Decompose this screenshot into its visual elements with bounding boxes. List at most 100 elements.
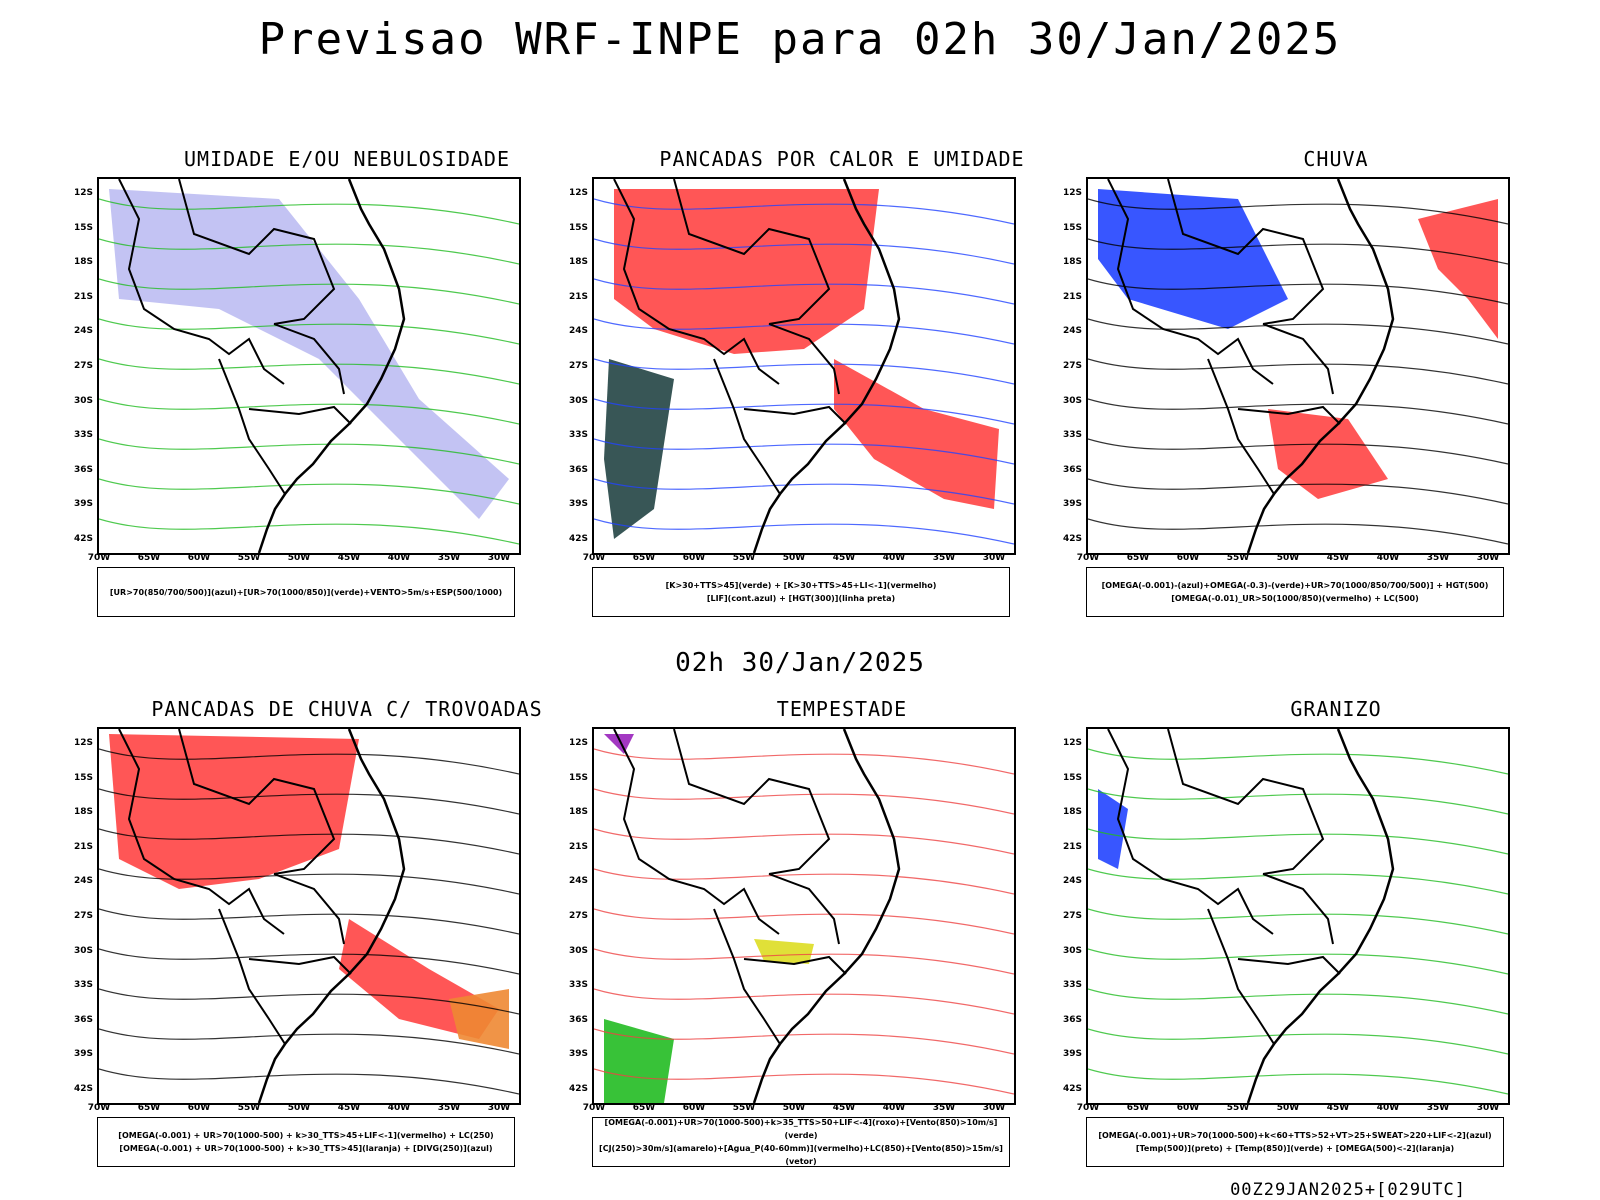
latitude-tick-label: 39S <box>73 499 93 510</box>
longitude-tick-label: 40W <box>387 1103 411 1113</box>
longitude-tick-label: 65W <box>632 553 656 563</box>
longitude-tick-label: 40W <box>882 1103 906 1113</box>
longitude-tick-label: 30W <box>1476 1103 1500 1113</box>
latitude-labels: 12S 15S 18S 21S 24S 27S 30S 33S 36S 39S 42S <box>1058 727 1084 1101</box>
longitude-tick-label: 30W <box>487 1103 511 1113</box>
longitude-tick-label: 70W <box>582 1103 606 1113</box>
coastline <box>752 179 901 553</box>
longitude-tick-label: 70W <box>582 553 606 563</box>
country-border <box>768 323 840 395</box>
longitude-labels: 70W 65W 60W 55W 50W 45W 40W 35W 30W <box>583 1103 1016 1115</box>
forecast-field-area <box>449 989 509 1049</box>
latitude-labels: 12S 15S 18S 21S 24S 27S 30S 33S 36S 39S 42S <box>69 727 95 1101</box>
country-border <box>178 179 336 325</box>
country-border <box>118 179 285 385</box>
coastline <box>257 179 406 553</box>
longitude-tick-label: 65W <box>1126 1103 1150 1113</box>
legend-line: [Temp(500)](preto) + [Temp(850)](verde) … <box>1135 1144 1455 1153</box>
contour-line <box>594 948 1014 975</box>
latitude-tick-label: 18S <box>73 257 93 268</box>
latitude-tick-label: 30S <box>568 395 588 406</box>
country-border <box>1237 405 1341 425</box>
latitude-tick-label: 30S <box>1062 395 1082 406</box>
longitude-tick-label: 30W <box>982 1103 1006 1113</box>
longitude-tick-label: 45W <box>832 553 856 563</box>
latitude-tick-label: 33S <box>73 980 93 991</box>
longitude-tick-label: 55W <box>237 1103 261 1113</box>
contour-line <box>1088 438 1508 465</box>
coastline <box>1246 729 1395 1103</box>
latitude-tick-label: 27S <box>1062 361 1082 371</box>
latitude-tick-label: 15S <box>568 222 588 233</box>
longitude-tick-label: 55W <box>237 553 261 563</box>
longitude-tick-label: 65W <box>137 1103 161 1113</box>
contour-line <box>594 828 1014 855</box>
country-border <box>673 729 831 875</box>
contour-line <box>594 908 1014 935</box>
contour-line <box>594 438 1014 465</box>
longitude-tick-label: 35W <box>932 1103 956 1113</box>
country-border <box>248 405 352 425</box>
contour-line <box>594 1028 1014 1055</box>
latitude-tick-label: 18S <box>73 807 93 818</box>
legend-line: [CJ(250)>30m/s](amarelo)+[Agua_P(40-60mm… <box>599 1144 1003 1166</box>
longitude-tick-label: 55W <box>732 1103 756 1113</box>
contour-line <box>594 318 1014 345</box>
contour-line <box>1088 988 1508 1015</box>
latitude-tick-label: 36S <box>568 1014 588 1025</box>
longitude-tick-label: 70W <box>87 553 111 563</box>
coastline <box>752 729 901 1103</box>
latitude-tick-label: 21S <box>568 291 588 302</box>
latitude-tick-label: 15S <box>73 772 93 783</box>
country-border <box>273 873 345 945</box>
longitude-tick-label: 45W <box>337 1103 361 1113</box>
latitude-labels: 12S 15S 18S 21S 24S 27S 30S 33S 36S 39S 42S <box>69 177 95 551</box>
legend-line: [K>30+TTS>45](verde) + [K>30+TTS>45+LI<-… <box>665 581 937 590</box>
panel-title: TEMPESTADE <box>776 697 908 721</box>
valid-time-label: 02h 30/Jan/2025 <box>675 648 925 678</box>
latitude-tick-label: 27S <box>73 911 93 921</box>
contour-line <box>594 748 1014 775</box>
contour-line <box>99 788 519 815</box>
contour-line <box>99 868 519 895</box>
longitude-tick-label: 50W <box>782 553 806 563</box>
latitude-tick-label: 18S <box>568 807 588 818</box>
country-border <box>1167 179 1325 325</box>
contour-line <box>594 518 1014 545</box>
contour-line <box>99 1068 519 1095</box>
longitude-tick-label: 40W <box>1376 1103 1400 1113</box>
longitude-tick-label: 65W <box>137 553 161 563</box>
forecast-field-area <box>1098 789 1128 869</box>
longitude-tick-label: 40W <box>882 553 906 563</box>
latitude-tick-label: 30S <box>568 945 588 956</box>
contour-line <box>1088 358 1508 385</box>
longitude-tick-label: 60W <box>1176 1103 1200 1113</box>
country-border <box>1207 358 1275 495</box>
contour-line <box>1088 478 1508 505</box>
latitude-tick-label: 24S <box>1062 876 1082 887</box>
panel-title: CHUVA <box>1303 147 1369 171</box>
latitude-labels: 12S 15S 18S 21S 24S 27S 30S 33S 36S 39S 42S <box>564 177 590 551</box>
latitude-tick-label: 39S <box>568 1049 588 1060</box>
contour-line <box>99 988 519 1015</box>
latitude-tick-label: 36S <box>568 464 588 475</box>
longitude-tick-label: 30W <box>982 553 1006 563</box>
forecast-field-area <box>614 189 879 354</box>
longitude-labels: 70W 65W 60W 55W 50W 45W 40W 35W 30W <box>1077 553 1510 565</box>
longitude-tick-label: 35W <box>1426 1103 1450 1113</box>
forecast-map <box>592 727 1016 1105</box>
contour-line <box>99 1028 519 1055</box>
longitude-tick-label: 45W <box>1326 553 1350 563</box>
latitude-tick-label: 24S <box>568 876 588 887</box>
panel-title: PANCADAS DE CHUVA C/ TROVOADAS <box>151 697 543 721</box>
latitude-tick-label: 12S <box>568 188 588 198</box>
panel-legend: [K>30+TTS>45](verde) + [K>30+TTS>45+LI<-… <box>592 567 1010 617</box>
latitude-tick-label: 12S <box>73 188 93 198</box>
country-border <box>768 873 840 945</box>
contour-line <box>99 278 519 305</box>
latitude-tick-label: 42S <box>568 534 588 544</box>
contour-line <box>99 908 519 935</box>
contour-line <box>594 198 1014 225</box>
forecast-field-area <box>834 359 999 509</box>
forecast-field-area <box>109 189 509 519</box>
